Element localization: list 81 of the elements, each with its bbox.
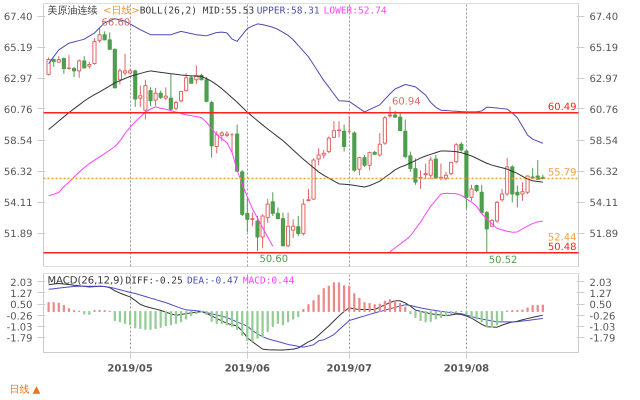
ref-line-label: 55.79	[548, 168, 577, 179]
y-tick-label: -1.03	[6, 322, 32, 334]
y2-tick-label: 51.89	[590, 229, 618, 240]
candlestick	[449, 161, 454, 176]
candlestick	[72, 66, 76, 78]
candlestick	[174, 100, 178, 111]
y2-tick-label: 62.97	[590, 74, 618, 86]
annotation: MACD:0.44	[242, 276, 295, 286]
candlestick	[434, 154, 438, 180]
candlestick	[388, 106, 392, 118]
candlestick	[154, 87, 158, 106]
y2-tick-label: 0.50	[590, 300, 612, 312]
y-tick-label: 0.50	[10, 300, 32, 312]
candlestick	[342, 124, 346, 152]
candlestick	[46, 56, 51, 76]
x-tick-label: 2019/05	[107, 364, 153, 374]
y2-tick-label: 58.54	[590, 136, 618, 148]
y2-tick-label: -0.26	[590, 311, 616, 322]
y-tick-label: 56.32	[4, 167, 33, 178]
chart-subtitle: <日线>	[102, 4, 140, 16]
text: BOLL(26,2) MID:55.53	[140, 6, 254, 16]
text: DEA:-0.47	[186, 276, 238, 286]
candlestick	[296, 216, 300, 237]
candlestick	[255, 216, 260, 252]
candlestick	[62, 56, 66, 74]
candlestick	[454, 142, 458, 164]
y-tick-label: 51.89	[4, 229, 33, 240]
candlestick	[97, 26, 102, 44]
annotation: 50.52	[488, 255, 518, 266]
text: 52.44	[548, 232, 577, 244]
text: LOWER:52.74	[324, 6, 387, 16]
x-tick-label: 2019/06	[224, 364, 270, 374]
candlestick	[82, 56, 86, 70]
y-tick-label: 2.03	[10, 278, 32, 289]
candlestick	[92, 38, 97, 65]
candlestick	[378, 132, 382, 158]
candlestick	[178, 90, 184, 104]
y2-tick-label: 56.32	[590, 167, 618, 178]
candlestick	[168, 73, 173, 111]
line-series	[48, 70, 544, 188]
y-tick-label: -0.26	[6, 311, 32, 322]
y2-tick-label: 60.76	[590, 104, 618, 116]
chart-title: MACD(26,12,9)	[47, 276, 124, 286]
candlestick	[469, 184, 474, 202]
y-tick-label: 54.11	[4, 198, 33, 210]
y-tick-label: -1.79	[6, 334, 32, 345]
y2-tick-label: -1.03	[590, 322, 616, 334]
y2-tick-label: 2.03	[590, 278, 612, 289]
annotation: 50.60	[260, 254, 288, 266]
y-tick-label: 58.54	[4, 136, 33, 148]
line-series	[48, 18, 544, 144]
candlestick	[148, 86, 153, 106]
annotation: 60.94	[392, 96, 421, 108]
y-tick-label: 67.40	[4, 12, 33, 24]
ref-line-label: 50.48	[548, 242, 577, 253]
candlestick	[357, 156, 362, 176]
x-tick-label: 2019/08	[444, 364, 490, 374]
candlestick	[66, 54, 72, 70]
candlestick	[164, 86, 168, 101]
y2-tick-label: 67.40	[590, 12, 618, 24]
ref-line-label: 60.49	[548, 102, 577, 113]
candlestick	[250, 212, 254, 227]
series-label: UPPER:58.31	[256, 6, 320, 16]
candlestick	[362, 154, 367, 168]
y2-tick-label: 1.27	[590, 288, 612, 300]
y-tick-label: 1.27	[10, 288, 32, 300]
y2-tick-label: -1.79	[590, 334, 616, 345]
y2-tick-label: 65.19	[590, 43, 618, 54]
y-tick-label: 65.19	[4, 43, 33, 54]
y2-tick-label: 54.11	[590, 198, 618, 210]
candlestick	[459, 142, 464, 152]
candlestick	[77, 58, 82, 78]
y-tick-label: 62.97	[4, 74, 33, 86]
series-label: DIFF:-0.25	[126, 276, 183, 286]
text: 日线 ▲	[10, 384, 41, 396]
y-tick-label: 60.76	[4, 104, 33, 116]
chart-title: 美原油连续	[47, 4, 98, 16]
candlestick	[306, 188, 311, 202]
candlestick	[184, 72, 188, 92]
x-tick-label: 2019/07	[326, 364, 372, 374]
candlestick	[368, 151, 372, 171]
